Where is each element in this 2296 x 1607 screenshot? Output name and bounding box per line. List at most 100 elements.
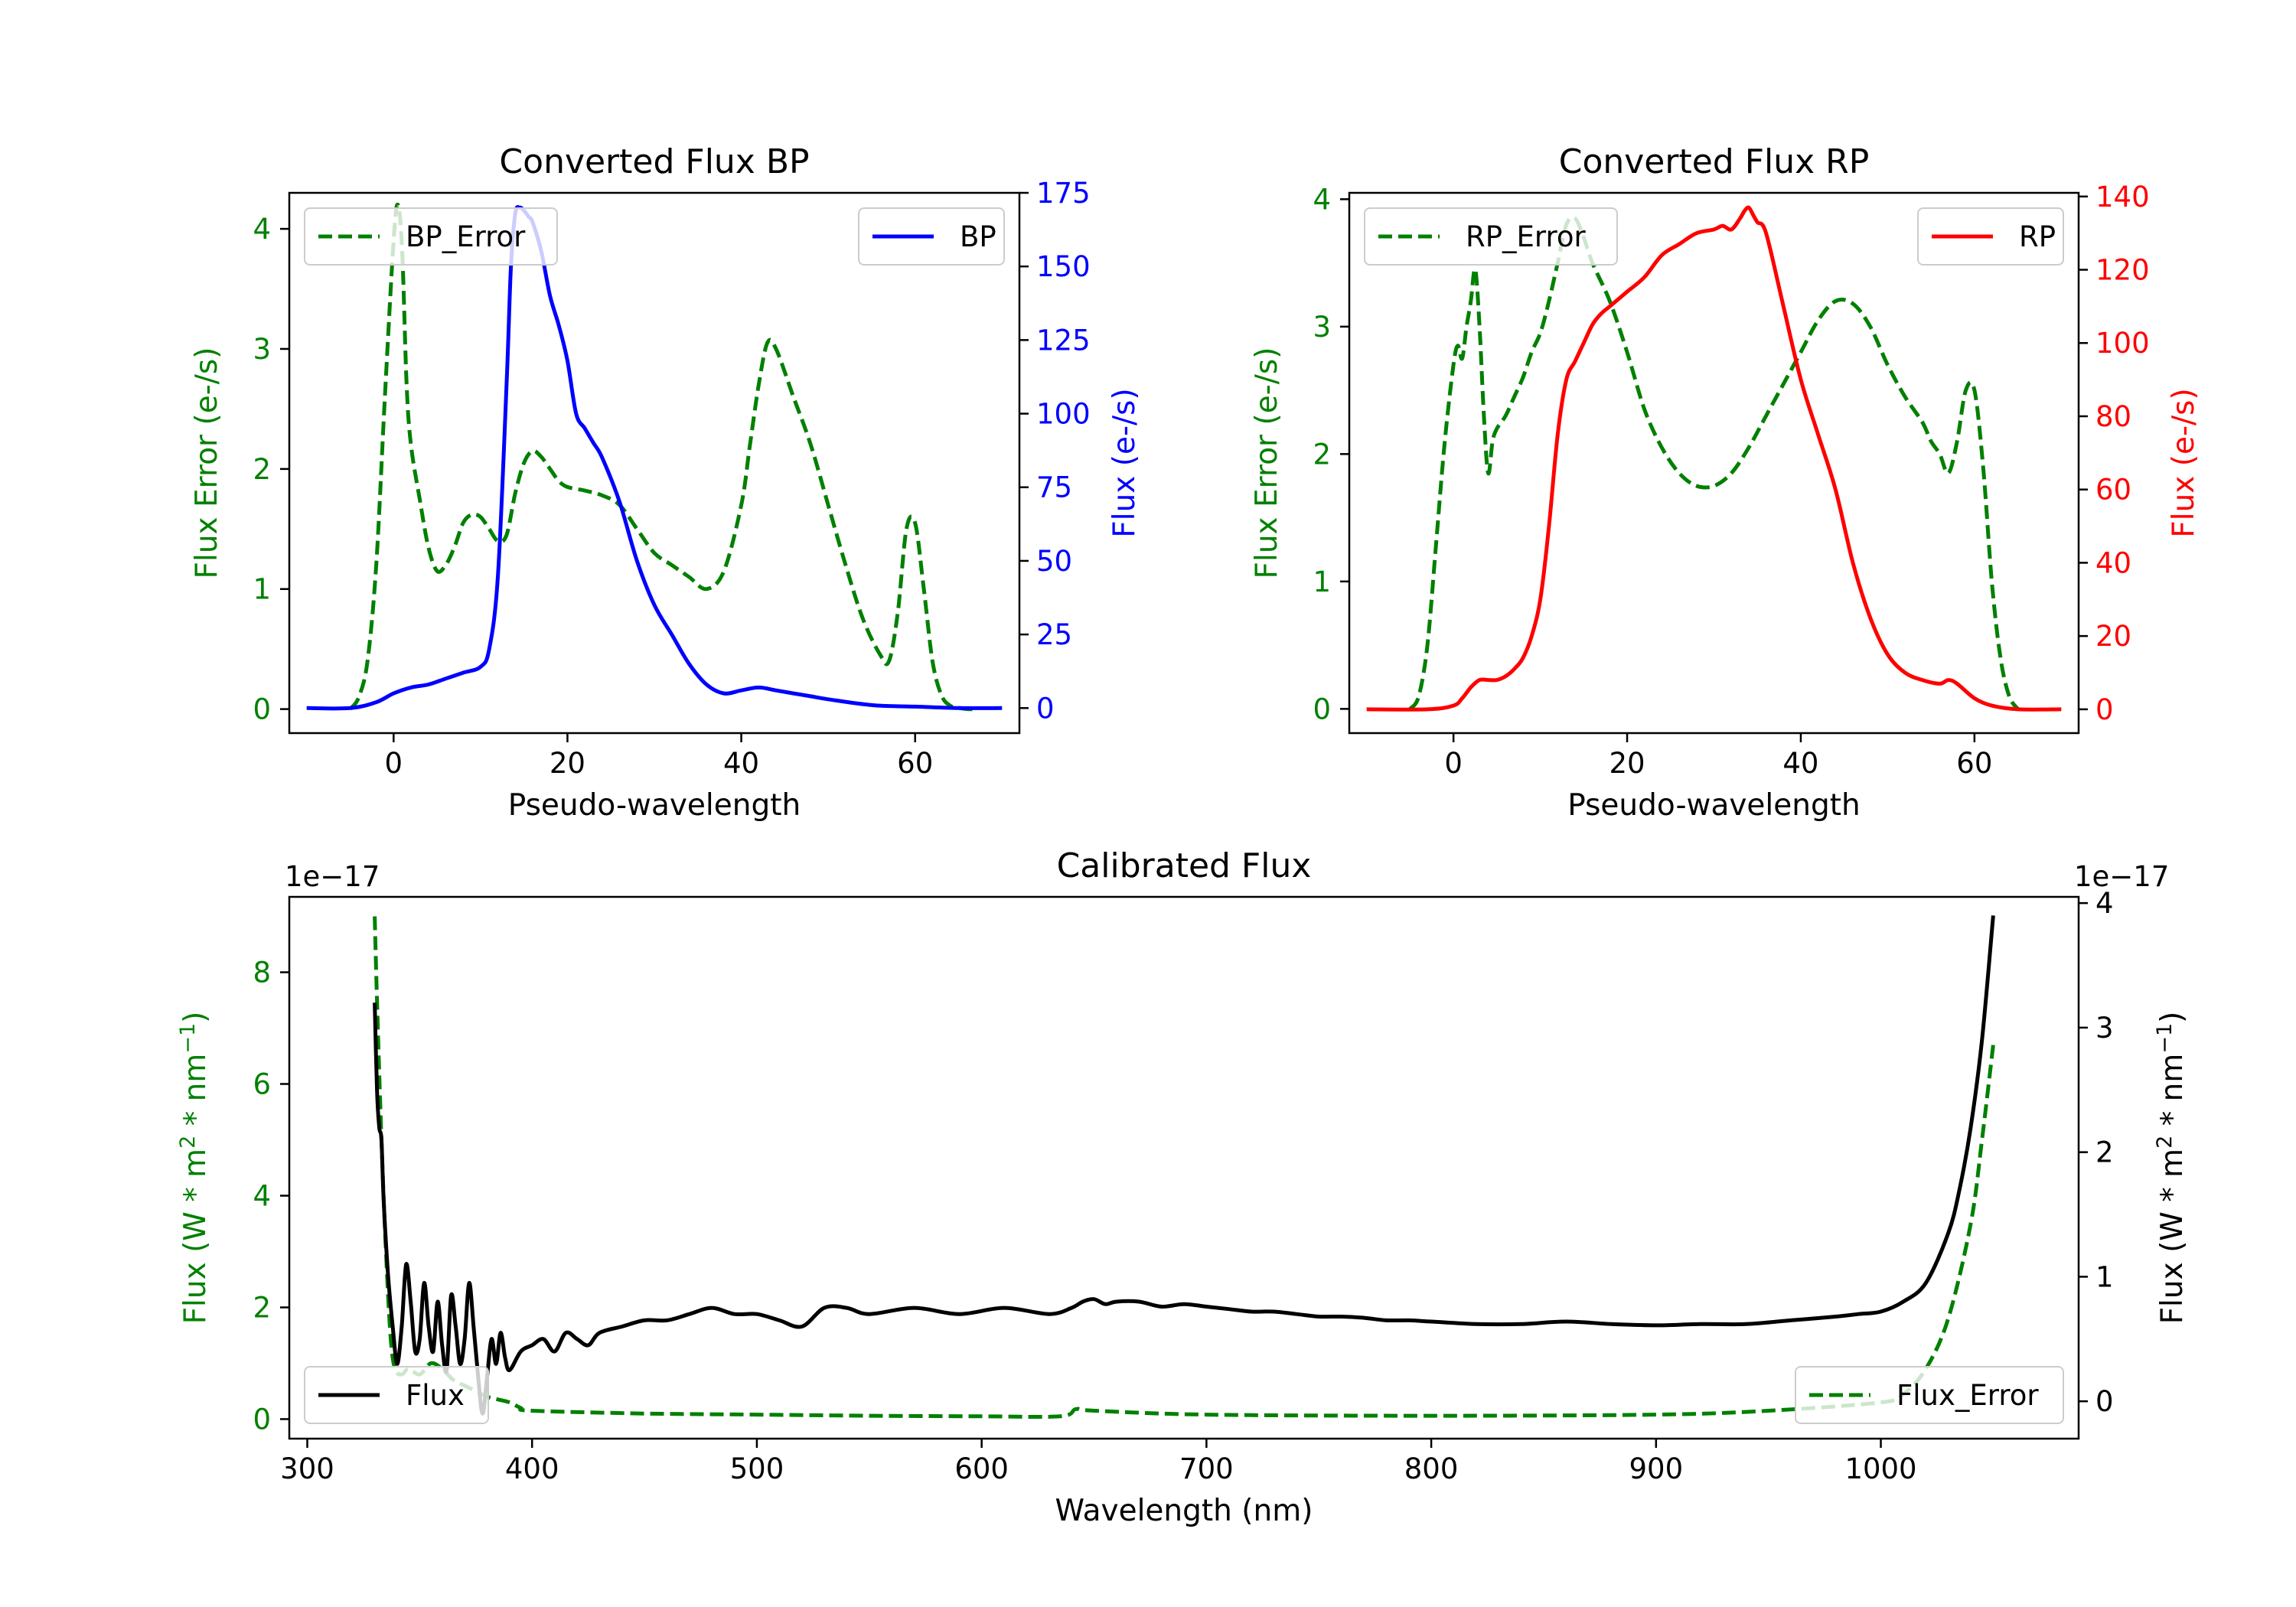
x-tick-label: 300 xyxy=(280,1452,334,1485)
legend-bp: BP xyxy=(858,207,1005,266)
x-tick-label: 40 xyxy=(1782,747,1818,780)
axes-frame xyxy=(288,191,1021,735)
y-left-tick-label: 2 xyxy=(253,1291,271,1324)
y-right-tick-label: 140 xyxy=(2095,181,2150,214)
y-right-axis-label-part: ) xyxy=(2155,1012,2190,1023)
x-tick-label: 1000 xyxy=(1844,1452,1916,1485)
legend-box xyxy=(1364,207,1618,266)
y-right-tick-label: 150 xyxy=(1036,250,1091,283)
legend-bp-error: BP_Error xyxy=(304,207,558,266)
legend-box xyxy=(304,207,558,266)
y-right-tick-label: 1 xyxy=(2095,1260,2114,1293)
legend-flux-error: Flux_Error xyxy=(1795,1366,2064,1424)
x-tick-label: 40 xyxy=(723,747,759,780)
y-left-tick-label: 2 xyxy=(253,453,271,486)
x-tick-label: 900 xyxy=(1629,1452,1683,1485)
y-left-tick-label: 8 xyxy=(253,957,271,989)
y-right-tick-label: 75 xyxy=(1036,471,1072,504)
series-line-flux-error xyxy=(373,916,1995,1420)
series-line-bp-error xyxy=(348,202,977,712)
y-right-tick-label: 80 xyxy=(2095,400,2131,433)
y-right-axis-label-part: Flux (W * m xyxy=(2155,1149,2190,1325)
chart-title: Calibrated Flux xyxy=(1057,846,1312,885)
legend-rp-error: RP_Error xyxy=(1364,207,1618,266)
x-tick-label: 0 xyxy=(1444,747,1463,780)
legend-label: RP xyxy=(2019,220,2056,253)
panel-rp: 0 20 40 6001234020406080100120140Converted … xyxy=(1250,142,2201,823)
chart-title: Converted Flux RP xyxy=(1559,142,1870,181)
y-right-tick-label: 125 xyxy=(1036,324,1091,357)
legend-rp: RP xyxy=(1917,207,2064,266)
y-left-axis-label-part: −1 xyxy=(176,1023,200,1054)
legend-label: Flux xyxy=(406,1379,465,1412)
x-tick-label: 20 xyxy=(1609,747,1645,780)
y-right-tick-label: 20 xyxy=(2095,620,2131,653)
y-right-tick-label: 100 xyxy=(2095,327,2150,360)
y-left-tick-label: 1 xyxy=(1313,566,1331,598)
y-left-axis-label: Flux Error (e-/s) xyxy=(190,347,224,579)
y-right-tick-label: 4 xyxy=(2095,887,2114,920)
chart-title: Converted Flux BP xyxy=(499,142,809,181)
y-right-tick-label: 40 xyxy=(2095,546,2131,579)
y-left-tick-label: 2 xyxy=(1313,438,1331,471)
x-tick-label: 800 xyxy=(1404,1452,1459,1485)
y-right-offset-text: 1e−17 xyxy=(2074,860,2169,893)
y-right-tick-label: 0 xyxy=(1036,692,1055,725)
y-right-tick-label: 25 xyxy=(1036,618,1072,651)
y-left-tick-label: 4 xyxy=(253,1179,271,1212)
y-left-axis-label: Flux Error (e-/s) xyxy=(1250,347,1284,579)
legend-label: BP xyxy=(960,220,996,253)
y-left-tick-label: 0 xyxy=(1313,693,1331,725)
y-right-tick-label: 120 xyxy=(2095,254,2150,287)
legend-box xyxy=(1795,1366,2064,1424)
x-tick-label: 60 xyxy=(1956,747,1992,780)
y-right-tick-label: 100 xyxy=(1036,398,1091,431)
x-axis-label: Pseudo-wavelength xyxy=(508,788,801,823)
y-right-tick-label: 0 xyxy=(2095,1385,2114,1418)
series-line-bp xyxy=(306,205,1003,711)
axes-frame xyxy=(288,895,2080,1440)
series-line-rp-error xyxy=(1408,215,2020,711)
y-left-tick-label: 4 xyxy=(253,213,271,246)
series-line-flux xyxy=(373,915,1995,1416)
y-left-axis-label-part: 2 xyxy=(176,1136,200,1149)
panel-bp: 0 20 40 60012340255075100125150175Converted… xyxy=(190,142,1142,823)
legend-label: Flux_Error xyxy=(1896,1379,2039,1412)
y-left-axis-label-part: * nm xyxy=(178,1054,213,1136)
y-left-tick-label: 0 xyxy=(253,693,271,726)
x-tick-label: 20 xyxy=(550,747,585,780)
panel-cal: 300 400 500 600 700 800 900 1000 0 2 4 6 8 0 1 2 3 4 Calib… xyxy=(176,846,2190,1528)
legend-label: RP_Error xyxy=(1466,220,1586,253)
y-left-offset-text: 1e−17 xyxy=(285,860,380,893)
y-left-tick-label: 4 xyxy=(1313,183,1331,216)
y-left-tick-label: 6 xyxy=(253,1068,271,1101)
y-left-axis-label: Flux (W * m2 * nm−1) xyxy=(176,1012,213,1325)
y-right-axis-label-part: −1 xyxy=(2153,1023,2177,1054)
y-left-axis-label-part: Flux (W * m xyxy=(178,1149,213,1325)
x-tick-label: 500 xyxy=(730,1452,784,1485)
axes-frame xyxy=(1348,191,2080,735)
x-tick-label: 700 xyxy=(1179,1452,1234,1485)
x-axis-label: Wavelength (nm) xyxy=(1055,1494,1313,1528)
x-axis-label: Pseudo-wavelength xyxy=(1567,788,1860,823)
y-right-axis-label: Flux (W * m2 * nm−1) xyxy=(2153,1012,2190,1325)
legend-box xyxy=(304,1366,489,1424)
y-left-axis-label-part: ) xyxy=(178,1012,213,1023)
legend-label: BP_Error xyxy=(406,220,526,253)
y-right-tick-label: 60 xyxy=(2095,474,2131,507)
x-tick-label: 600 xyxy=(954,1452,1009,1485)
y-right-tick-label: 2 xyxy=(2095,1136,2114,1169)
series-line-rp xyxy=(1366,205,2062,712)
y-right-axis-label-part: * nm xyxy=(2155,1054,2190,1136)
y-right-axis-label-part: 2 xyxy=(2153,1136,2177,1149)
y-right-tick-label: 50 xyxy=(1036,545,1072,578)
legend-flux: Flux xyxy=(304,1366,489,1424)
y-right-tick-label: 0 xyxy=(2095,693,2114,726)
y-left-tick-label: 0 xyxy=(253,1403,271,1436)
y-left-tick-label: 3 xyxy=(253,333,271,366)
y-right-axis-label: Flux (e-/s) xyxy=(2167,388,2201,537)
x-tick-label: 400 xyxy=(505,1452,559,1485)
y-right-axis-label: Flux (e-/s) xyxy=(1107,388,1142,537)
y-left-tick-label: 1 xyxy=(253,573,271,606)
